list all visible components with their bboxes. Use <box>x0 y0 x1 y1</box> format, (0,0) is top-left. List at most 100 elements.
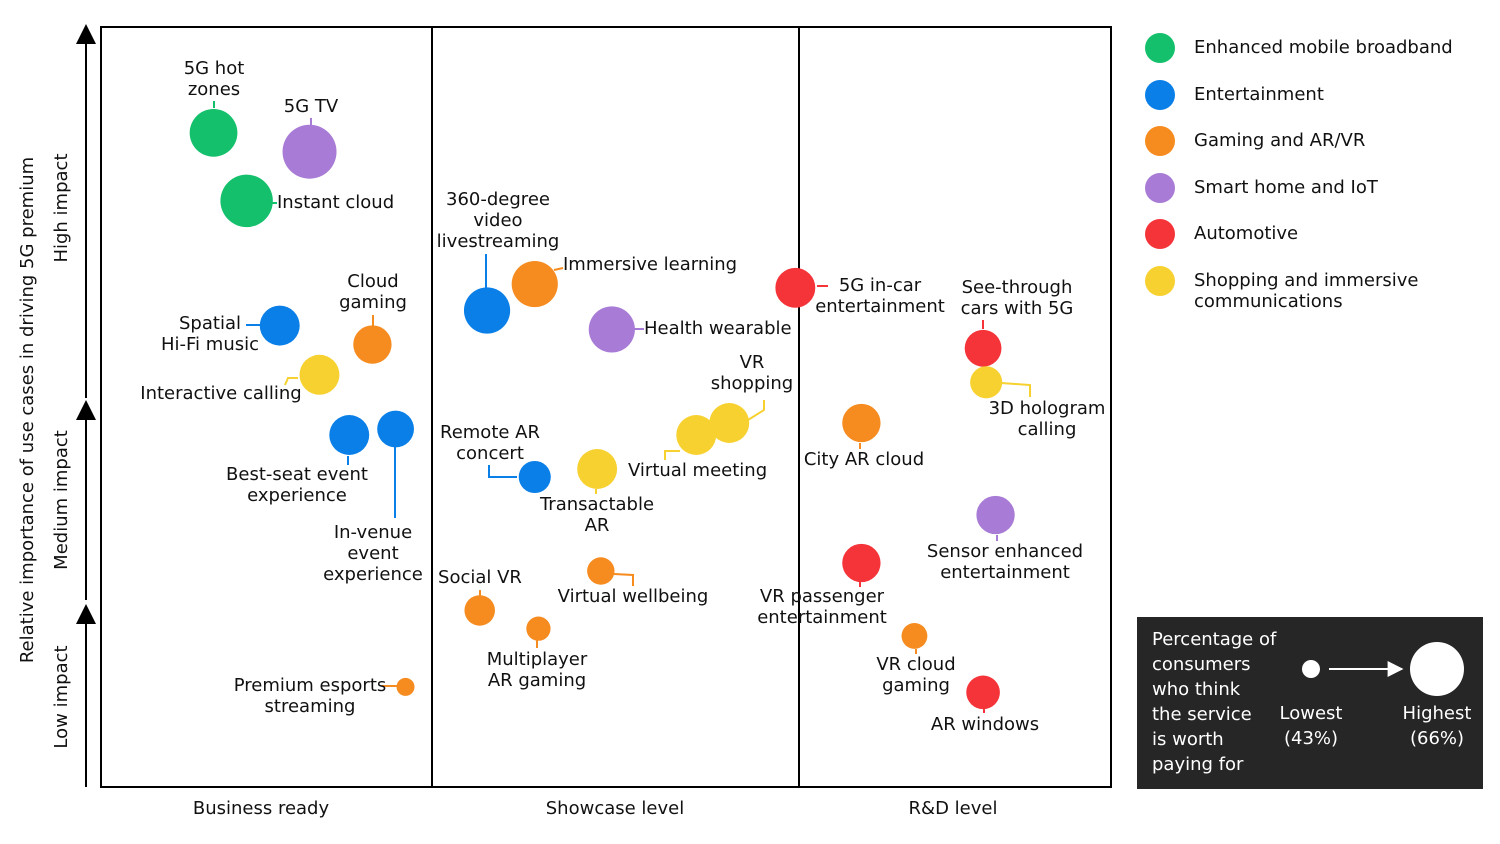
bubble-label: In-venue <box>334 522 412 543</box>
bubble <box>259 305 300 346</box>
legend-marker <box>1145 80 1175 110</box>
bubble-label: Multiplayer <box>487 649 588 670</box>
size-legend-value: (43%) <box>1284 728 1338 749</box>
size-legend-title: is worth <box>1152 729 1224 750</box>
bubble <box>842 403 881 443</box>
leader-line <box>747 400 765 421</box>
legend-marker <box>1145 266 1175 296</box>
bubble-label: Transactable <box>539 494 654 515</box>
legend-marker <box>1145 33 1175 63</box>
bubble-label: Instant cloud <box>277 192 394 213</box>
bubble-label: VR cloud <box>876 654 955 675</box>
legend-label: Automotive <box>1194 223 1298 244</box>
bubble-label: AR <box>585 515 610 536</box>
size-legend-label: Highest <box>1403 703 1472 724</box>
size-legend-title: the service <box>1152 704 1252 725</box>
size-legend-label: Lowest <box>1280 703 1343 724</box>
legend-marker <box>1145 219 1175 249</box>
bubble-label: entertainment <box>815 296 945 317</box>
bubble-label: entertainment <box>757 607 887 628</box>
bubble-label: Premium esports <box>234 675 387 696</box>
bubble <box>676 415 717 455</box>
bubble <box>464 595 495 626</box>
size-legend-value: (66%) <box>1410 728 1464 749</box>
bubble <box>463 287 511 334</box>
bubble <box>587 557 615 585</box>
y-category-label: Low impact <box>51 645 72 748</box>
leader-line <box>664 450 680 460</box>
bubble-label: gaming <box>339 292 407 313</box>
bubble-label: Hi-Fi music <box>161 334 259 355</box>
bubble-label: 5G hot <box>184 58 245 79</box>
bubble-label: Spatial <box>179 313 241 334</box>
bubble <box>353 325 392 364</box>
bubble <box>189 108 238 157</box>
bubble-label: Social VR <box>438 567 522 588</box>
legend-label: Gaming and AR/VR <box>1194 130 1365 151</box>
bubble <box>377 410 414 448</box>
bubble-label: See-through <box>962 277 1073 298</box>
bubble-label: 360-degree <box>446 189 550 210</box>
leader-line <box>1000 382 1031 397</box>
bubble-label: streaming <box>265 696 356 717</box>
bubble <box>976 495 1015 535</box>
bubble <box>282 124 337 179</box>
bubble <box>220 174 273 228</box>
bubble-label: Virtual wellbeing <box>558 586 709 607</box>
x-category-label: R&D level <box>909 798 998 819</box>
legend-label: communications <box>1194 291 1343 312</box>
bubble-label: Health wearable <box>644 318 792 339</box>
bubble-label: Immersive learning <box>563 254 737 275</box>
plot-frame <box>100 26 1112 788</box>
bubble-label: shopping <box>711 373 794 394</box>
legend-label: Entertainment <box>1194 84 1324 105</box>
y-axis-title: Relative importance of use cases in driv… <box>17 157 38 663</box>
bubble <box>588 306 635 353</box>
bubble-label: VR <box>740 352 765 373</box>
bubble <box>709 403 750 443</box>
bubble <box>577 449 618 489</box>
bubble-label: Cloud <box>347 271 398 292</box>
legend-label: Smart home and IoT <box>1194 177 1379 198</box>
bubble <box>970 366 1003 399</box>
size-legend-title: paying for <box>1152 754 1244 775</box>
bubble-label: zones <box>188 79 240 100</box>
bubble-label: 3D hologram <box>989 398 1106 419</box>
bubble-label: Sensor enhanced <box>927 541 1083 562</box>
bubble-label: livestreaming <box>437 231 560 252</box>
size-legend-marker <box>1410 642 1464 696</box>
bubble-label: experience <box>247 485 347 506</box>
bubble-label: concert <box>456 443 524 464</box>
bubble <box>299 354 340 395</box>
bubble-label: Interactive calling <box>140 383 301 404</box>
bubble <box>842 543 881 583</box>
bubble-label: VR passenger <box>760 586 885 607</box>
bubble <box>526 616 551 641</box>
bubble-label: event <box>347 543 398 564</box>
bubble-label: Virtual meeting <box>628 460 767 481</box>
bubble <box>518 460 551 494</box>
bubble-label: gaming <box>882 675 950 696</box>
bubble-label: Remote AR <box>440 422 540 443</box>
bubble <box>964 329 1002 367</box>
x-category-label: Showcase level <box>546 798 684 819</box>
y-category-label: High impact <box>51 153 72 262</box>
y-category-label: Medium impact <box>51 430 72 570</box>
size-legend-marker <box>1302 660 1320 678</box>
bubble-label: entertainment <box>940 562 1070 583</box>
bubble-label: video <box>473 210 522 231</box>
size-legend-title: Percentage of <box>1152 629 1277 650</box>
bubble-label: calling <box>1018 419 1077 440</box>
bubble <box>775 267 816 308</box>
legend-label: Shopping and immersive <box>1194 270 1419 291</box>
bubble <box>329 415 370 455</box>
legend-label: Enhanced mobile broadband <box>1194 37 1453 58</box>
bubble-label: 5G in-car <box>839 275 922 296</box>
bubble <box>901 623 928 649</box>
bubble-label: 5G TV <box>284 96 339 117</box>
bubble-label: AR gaming <box>488 670 586 691</box>
leader-line <box>488 465 517 478</box>
bubble-label: cars with 5G <box>961 298 1074 319</box>
bubble-label: AR windows <box>931 714 1039 735</box>
